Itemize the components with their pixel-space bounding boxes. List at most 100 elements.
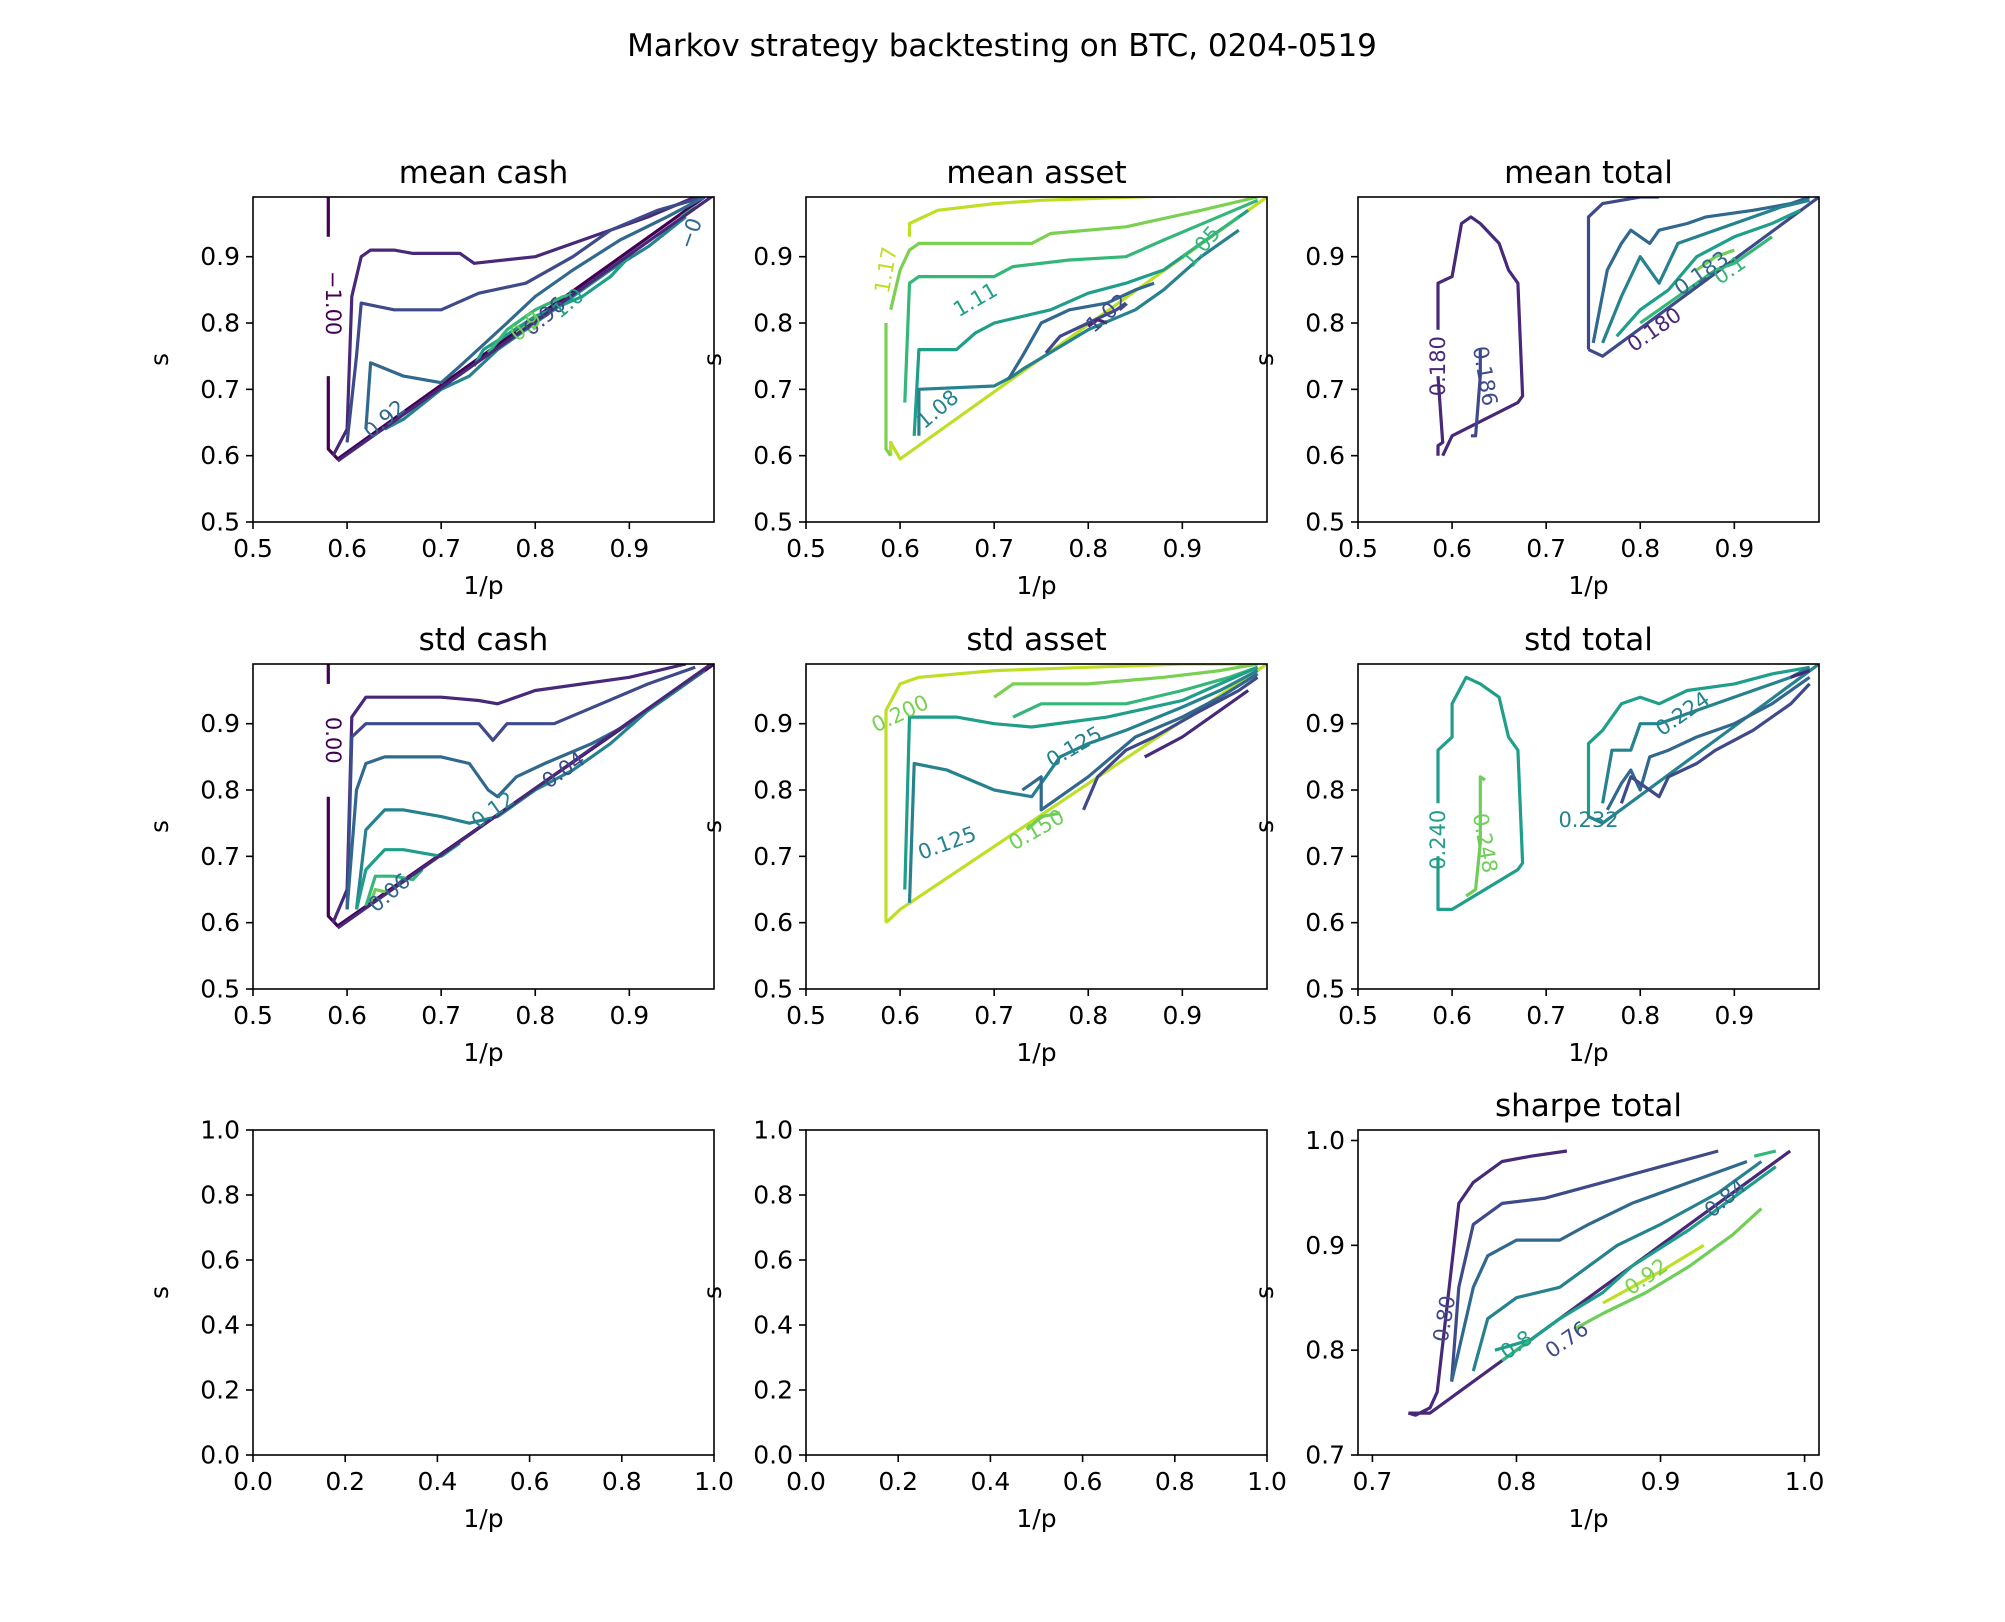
x-tick-label: 0.8 bbox=[1620, 534, 1660, 563]
x-tick-label: 0.8 bbox=[602, 1467, 642, 1496]
contour-line bbox=[1181, 215, 1240, 259]
y-axis-label: s bbox=[145, 820, 174, 833]
x-tick-label: 0.6 bbox=[880, 534, 920, 563]
contour-line bbox=[1026, 811, 1061, 831]
y-tick-label: 0.8 bbox=[753, 1181, 793, 1210]
x-tick-label: 0.7 bbox=[421, 1001, 461, 1030]
contour-lines bbox=[1436, 197, 1819, 457]
contour-line bbox=[1601, 665, 1811, 804]
y-tick-label: 0.8 bbox=[200, 309, 240, 338]
contour-line bbox=[1591, 197, 1811, 344]
axes-frame bbox=[252, 196, 715, 523]
y-tick-label: 0.0 bbox=[753, 1441, 793, 1470]
y-axis-label: s bbox=[145, 353, 174, 366]
y-tick-label: 0.8 bbox=[1305, 776, 1345, 805]
x-tick-label: 0.6 bbox=[1063, 1467, 1103, 1496]
y-axis-label: s bbox=[1250, 353, 1279, 366]
contour-lines bbox=[326, 197, 714, 463]
x-tick-label: 0.2 bbox=[878, 1467, 918, 1496]
figure-suptitle: Markov strategy backtesting on BTC, 0204… bbox=[627, 28, 1377, 64]
panel-title: std total bbox=[1524, 622, 1653, 658]
contour-lines bbox=[326, 664, 714, 930]
axes-frame bbox=[1357, 1129, 1820, 1456]
y-tick-label: 0.5 bbox=[200, 508, 240, 537]
y-tick-label: 0.5 bbox=[200, 975, 240, 1004]
contour-label: 0.180 bbox=[1426, 336, 1450, 396]
x-tick-label: 0.7 bbox=[421, 534, 461, 563]
x-tick-label: 0.9 bbox=[1162, 534, 1202, 563]
subplot-7: 0.0 0.2 0.4 0.6 0.8 1.0 0.0 0.2 0.4 0.6 0.8 1.0 1/p s bbox=[145, 1116, 734, 1534]
y-tick-label: 0.9 bbox=[1305, 709, 1345, 738]
contour-line bbox=[1450, 1159, 1748, 1382]
x-tick-label: 0.6 bbox=[510, 1467, 550, 1496]
contour-line bbox=[1586, 665, 1810, 817]
x-tick-label: 1.0 bbox=[1247, 1467, 1287, 1496]
y-tick-label: 1.0 bbox=[1305, 1126, 1345, 1155]
x-tick-label: 0.6 bbox=[1432, 1001, 1472, 1030]
contour-line bbox=[907, 669, 1259, 903]
x-tick-label: 0.8 bbox=[1068, 1001, 1108, 1030]
contour-line bbox=[1619, 682, 1811, 804]
y-axis-label: s bbox=[698, 353, 727, 366]
y-tick-label: 0.9 bbox=[1305, 1231, 1345, 1260]
contour-line bbox=[1695, 248, 1735, 272]
y-tick-label: 0.6 bbox=[200, 908, 240, 937]
axes-frame bbox=[1357, 196, 1820, 523]
axes-frame bbox=[252, 1129, 715, 1456]
x-axis-label: 1/p bbox=[463, 571, 503, 600]
y-tick-label: 0.9 bbox=[753, 709, 793, 738]
contour-lines bbox=[1407, 1149, 1792, 1417]
axes-frame bbox=[252, 663, 715, 990]
y-tick-label: 0.7 bbox=[753, 375, 793, 404]
x-tick-label: 0.8 bbox=[515, 1001, 555, 1030]
contour-lines bbox=[884, 197, 1267, 461]
y-tick-label: 0.4 bbox=[200, 1311, 240, 1340]
contour-line bbox=[1436, 215, 1525, 457]
y-axis-label: s bbox=[698, 1286, 727, 1299]
y-tick-label: 0.5 bbox=[753, 975, 793, 1004]
contour-lines bbox=[1436, 664, 1819, 911]
y-tick-label: 0.8 bbox=[753, 776, 793, 805]
x-tick-label: 0.6 bbox=[880, 1001, 920, 1030]
y-tick-label: 0.6 bbox=[753, 1246, 793, 1275]
axes-frame bbox=[805, 1129, 1268, 1456]
contour-line bbox=[1573, 1207, 1763, 1331]
contour-line bbox=[1450, 1149, 1719, 1382]
x-axis-label: 1/p bbox=[463, 1038, 503, 1067]
contour-line bbox=[369, 887, 390, 904]
contour-line bbox=[364, 868, 424, 907]
contour-label: 0.240 bbox=[1426, 810, 1450, 870]
y-tick-label: 0.6 bbox=[1305, 441, 1345, 470]
y-tick-label: 0.7 bbox=[200, 375, 240, 404]
contour-line bbox=[1639, 235, 1773, 325]
y-tick-label: 0.2 bbox=[200, 1376, 240, 1405]
y-tick-label: 0.6 bbox=[200, 1246, 240, 1275]
x-axis-label: 1/p bbox=[1568, 1038, 1608, 1067]
contour-line bbox=[1044, 301, 1127, 354]
y-tick-label: 0.9 bbox=[200, 709, 240, 738]
panel-title: sharpe total bbox=[1495, 1088, 1682, 1124]
contour-label: −1.00 bbox=[321, 271, 345, 335]
y-tick-label: 0.5 bbox=[1305, 508, 1345, 537]
panel-title: mean total bbox=[1504, 155, 1673, 191]
contour-line bbox=[903, 665, 1259, 890]
x-tick-label: 0.7 bbox=[974, 1001, 1014, 1030]
y-tick-label: 0.8 bbox=[1305, 1336, 1345, 1365]
contour-line bbox=[336, 197, 714, 463]
subplot-9: 0.80 0.760.840.80.920.7 0.8 0.9 1.00.70.80.9… bbox=[1250, 1088, 1824, 1533]
x-tick-label: 0.8 bbox=[515, 534, 555, 563]
x-axis-label: 1/p bbox=[1016, 1038, 1056, 1067]
contour-line bbox=[354, 682, 687, 910]
contour-line bbox=[336, 664, 714, 930]
y-tick-label: 0.9 bbox=[753, 242, 793, 271]
axes-frame bbox=[1357, 663, 1820, 990]
x-axis-label: 1/p bbox=[463, 1504, 503, 1533]
y-tick-label: 0.5 bbox=[1305, 975, 1345, 1004]
contour-line bbox=[889, 197, 1258, 311]
x-tick-label: 0.7 bbox=[1353, 1467, 1393, 1496]
y-tick-label: 0.0 bbox=[200, 1441, 240, 1470]
contour-line bbox=[1012, 665, 1259, 719]
